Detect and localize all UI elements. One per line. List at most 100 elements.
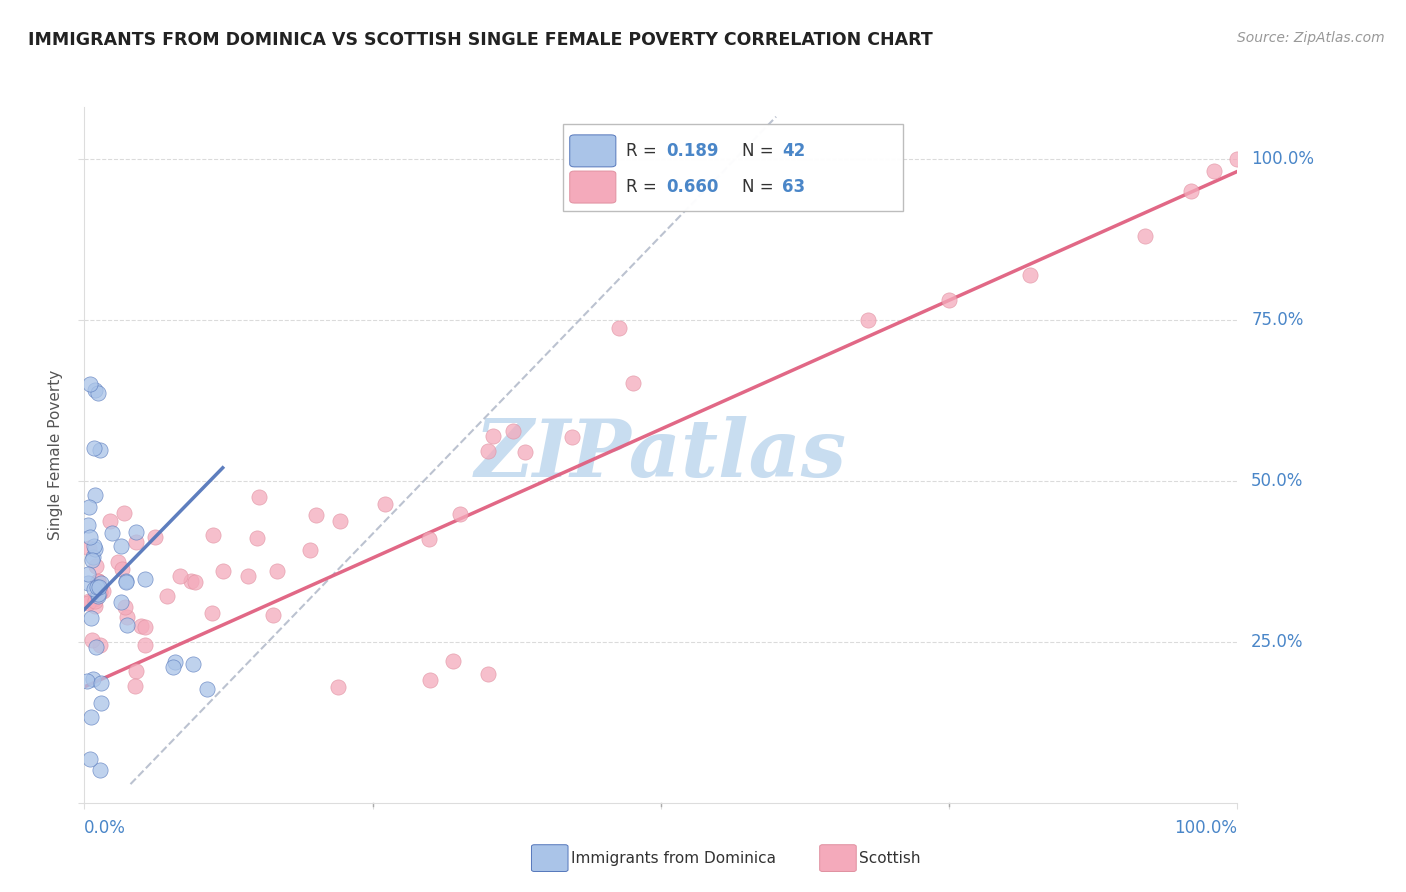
Point [169, 569, 191, 583]
Point [79, 752, 101, 766]
Text: Immigrants from Dominica: Immigrants from Dominica [571, 851, 776, 865]
Point [247, 490, 270, 504]
Point [84, 640, 107, 655]
Point [76, 567, 98, 582]
Point [211, 565, 233, 579]
Point [89, 585, 111, 599]
Point [155, 590, 177, 604]
Point [262, 607, 284, 622]
Point [329, 514, 352, 528]
Point [246, 532, 269, 546]
Point [134, 572, 156, 586]
Text: ZIPatlas: ZIPatlas [475, 417, 846, 493]
Point [125, 535, 148, 549]
Point [82, 553, 104, 567]
FancyBboxPatch shape [569, 135, 616, 167]
Point [1133, 228, 1156, 243]
Point [89, 442, 111, 457]
Point [77, 500, 100, 515]
Point [477, 667, 499, 681]
Point [115, 618, 138, 632]
Point [83, 582, 105, 596]
Point [77, 596, 100, 610]
Point [84, 594, 107, 608]
Point [76, 518, 98, 533]
Point [79, 377, 101, 392]
Text: 0.660: 0.660 [666, 178, 718, 196]
Point [1204, 164, 1226, 178]
Point [115, 609, 138, 624]
Point [111, 562, 134, 576]
Point [201, 527, 224, 541]
Point [938, 293, 960, 308]
Point [84, 558, 107, 573]
Text: 42: 42 [782, 142, 806, 160]
Point [110, 595, 132, 609]
Point [858, 312, 880, 326]
Point [143, 530, 166, 544]
Point [110, 539, 132, 553]
Point [238, 569, 260, 583]
Point [609, 320, 631, 334]
Point [304, 508, 326, 522]
Point [89, 638, 111, 652]
Point [80, 611, 103, 625]
Point [125, 525, 148, 540]
Point [441, 654, 464, 668]
Text: Scottish: Scottish [859, 851, 921, 865]
Point [165, 655, 187, 669]
Point [83, 591, 105, 606]
Point [134, 638, 156, 652]
Point [86, 580, 108, 594]
Point [83, 383, 105, 397]
Point [184, 575, 207, 590]
Point [1180, 184, 1202, 198]
Point [134, 619, 156, 633]
Point [482, 429, 505, 443]
Point [266, 564, 288, 578]
Point [89, 764, 111, 778]
Point [90, 696, 112, 710]
Point [86, 574, 108, 589]
Point [162, 660, 184, 674]
Point [181, 657, 204, 672]
Point [201, 606, 224, 620]
Point [114, 600, 136, 615]
FancyBboxPatch shape [569, 171, 616, 203]
Text: Source: ZipAtlas.com: Source: ZipAtlas.com [1237, 31, 1385, 45]
Text: R =: R = [626, 178, 662, 196]
Point [621, 376, 644, 391]
Point [299, 543, 322, 558]
Point [419, 673, 441, 688]
Text: N =: N = [741, 178, 779, 196]
Point [1018, 268, 1040, 282]
Point [561, 430, 583, 444]
Text: 50.0%: 50.0% [1251, 472, 1303, 490]
Text: 100.0%: 100.0% [1251, 150, 1315, 168]
Point [90, 675, 112, 690]
Point [87, 589, 110, 603]
Point [77, 594, 100, 608]
Point [83, 542, 105, 557]
Point [418, 533, 440, 547]
Point [83, 539, 105, 553]
Text: N =: N = [741, 142, 779, 160]
Point [125, 665, 148, 679]
Y-axis label: Single Female Poverty: Single Female Poverty [48, 370, 63, 540]
Text: 25.0%: 25.0% [1251, 632, 1303, 651]
Point [77, 541, 100, 556]
Point [87, 385, 110, 400]
Point [1226, 152, 1249, 166]
Point [83, 599, 105, 613]
Point [449, 507, 471, 521]
Point [180, 574, 202, 588]
Point [115, 574, 138, 588]
Point [515, 445, 537, 459]
Point [82, 672, 104, 686]
Point [98, 514, 121, 528]
Point [86, 587, 108, 601]
Point [90, 575, 112, 590]
Text: 0.189: 0.189 [666, 142, 718, 160]
Point [195, 681, 218, 696]
Point [91, 583, 114, 598]
